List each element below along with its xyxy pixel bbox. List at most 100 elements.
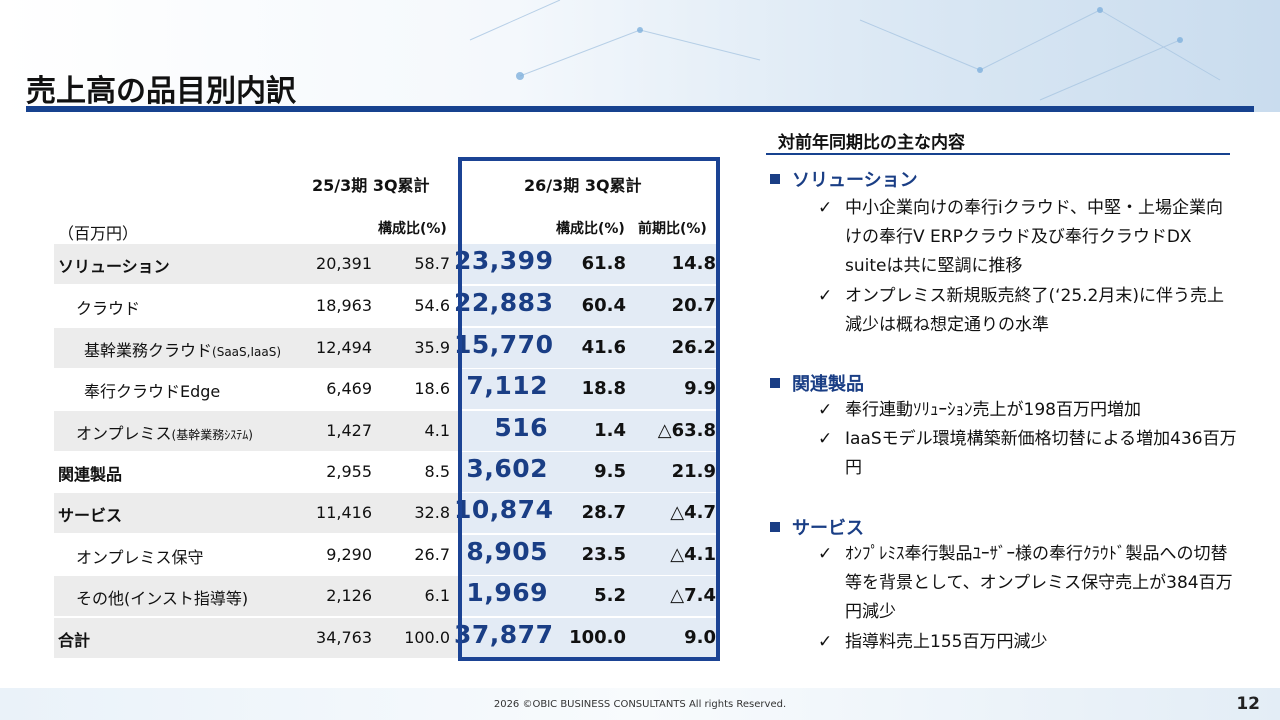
- curr-yoy: 26.2: [671, 337, 716, 358]
- prev-amount: 1,427: [326, 421, 372, 440]
- title-underline: [26, 106, 1254, 112]
- curr-yoy: 9.9: [684, 378, 716, 399]
- table-row-core-cloud: 基幹業務クラウド(SaaS,IaaS) 12,494 35.9 15,770 4…: [54, 328, 718, 368]
- comparison-heading-rule: [766, 153, 1230, 155]
- unit-label: （百万円）: [58, 224, 139, 243]
- prev-ratio: 6.1: [424, 586, 450, 605]
- header-background: [0, 0, 1280, 112]
- highlight-cell: [462, 618, 716, 658]
- section-service-title: サービス: [770, 514, 864, 540]
- table-row-total: 合計 34,763 100.0 37,877 100.0 9.0: [54, 618, 718, 658]
- check-icon: ✓: [818, 632, 833, 652]
- curr-amount: 37,877: [454, 620, 554, 649]
- section-solution-item: ✓ オンプレミス新規販売終了(‘25.2月末)に伴う売上減少は概ね想定通りの水準: [818, 282, 1238, 340]
- row-label-note: (基幹業務ｼｽﾃﾑ): [171, 428, 253, 442]
- prev-amount: 9,290: [326, 545, 372, 564]
- row-label: 合計: [58, 631, 91, 650]
- curr-amount: 23,399: [454, 246, 554, 275]
- section-related-title: 関連製品: [770, 370, 864, 396]
- square-bullet-icon: [770, 378, 780, 388]
- row-label: オンプレミス保守: [76, 548, 204, 567]
- table-row-other: その他(インスト指導等) 2,126 6.1 1,969 5.2 △7.4: [54, 576, 718, 616]
- highlight-cell: [462, 493, 716, 533]
- curr-yoy: △4.7: [670, 502, 716, 523]
- highlight-cell: [462, 535, 716, 575]
- prev-amount: 2,955: [326, 462, 372, 481]
- check-icon: ✓: [818, 286, 833, 306]
- curr-yoy: △7.4: [670, 585, 716, 606]
- curr-ratio: 60.4: [581, 295, 626, 316]
- prev-ratio: 4.1: [424, 421, 450, 440]
- row-label: 奉行クラウドEdge: [84, 382, 221, 401]
- section-solution-title: ソリューション: [770, 166, 918, 192]
- highlight-cell: [462, 576, 716, 616]
- table-row-onpremise-maintenance: オンプレミス保守 9,290 26.7 8,905 23.5 △4.1: [54, 535, 718, 575]
- table-row-cloud: クラウド 18,963 54.6 22,883 60.4 20.7: [54, 286, 718, 326]
- check-icon: ✓: [818, 429, 833, 449]
- row-label: サービス: [58, 506, 123, 525]
- highlight-cell: [462, 452, 716, 492]
- page-number: 12: [1236, 694, 1260, 714]
- prev-period-header: 25/3期 3Q累計: [312, 176, 430, 195]
- prev-ratio: 8.5: [424, 462, 450, 481]
- prev-amount: 11,416: [316, 503, 372, 522]
- row-label: クラウド: [76, 299, 141, 318]
- curr-yoy: △63.8: [657, 420, 716, 441]
- table-row-solution: ソリューション 20,391 58.7 23,399 61.8 14.8: [54, 244, 718, 284]
- section-related-item: ✓ IaaSモデル環境構築新価格切替による増加436百万円: [818, 425, 1238, 483]
- curr-amount: 516: [494, 413, 548, 442]
- page-title: 売上高の品目別内訳: [26, 74, 296, 109]
- curr-ratio: 100.0: [569, 627, 626, 648]
- row-label: その他(インスト指導等): [76, 589, 249, 608]
- curr-amount: 10,874: [454, 495, 554, 524]
- curr-yoy: 14.8: [671, 253, 716, 274]
- highlight-cell: [462, 369, 716, 409]
- table-row-related-products: 関連製品 2,955 8.5 3,602 9.5 21.9: [54, 452, 718, 492]
- curr-ratio: 23.5: [581, 544, 626, 565]
- square-bullet-icon: [770, 174, 780, 184]
- curr-amount: 7,112: [466, 371, 548, 400]
- curr-ratio: 41.6: [581, 337, 626, 358]
- curr-period-header: 26/3期 3Q累計: [524, 176, 642, 195]
- prev-amount: 34,763: [316, 628, 372, 647]
- square-bullet-icon: [770, 522, 780, 532]
- row-label: オンプレミス(基幹業務ｼｽﾃﾑ): [76, 424, 253, 443]
- curr-amount: 1,969: [466, 578, 548, 607]
- curr-yoy: 21.9: [671, 461, 716, 482]
- curr-yoy: 9.0: [684, 627, 716, 648]
- footer-background: [0, 688, 1280, 720]
- prev-ratio: 32.8: [414, 503, 450, 522]
- curr-ratio: 18.8: [581, 378, 626, 399]
- prev-ratio: 26.7: [414, 545, 450, 564]
- curr-amount: 3,602: [466, 454, 548, 483]
- curr-amount: 22,883: [454, 288, 554, 317]
- check-icon: ✓: [818, 544, 833, 564]
- curr-yoy: △4.1: [670, 544, 716, 565]
- curr-ratio-header: 構成比(%): [556, 221, 625, 237]
- curr-ratio: 5.2: [594, 585, 626, 606]
- table-row-edge: 奉行クラウドEdge 6,469 18.6 7,112 18.8 9.9: [54, 369, 718, 409]
- section-service-item: ✓ ｵﾝﾌﾟﾚﾐｽ奉行製品ﾕｰｻﾞｰ様の奉行ｸﾗｳﾄﾞ製品への切替等を背景として、…: [818, 540, 1238, 627]
- section-service-item: ✓ 指導料売上155百万円減少: [818, 628, 1238, 657]
- check-icon: ✓: [818, 198, 833, 218]
- section-related-item: ✓ 奉行連動ｿﾘｭｰｼｮﾝ売上が198百万円増加: [818, 396, 1238, 425]
- copyright-text: 2026 ©OBIC BUSINESS CONSULTANTS All righ…: [493, 699, 787, 710]
- prev-ratio: 58.7: [414, 254, 450, 273]
- prev-ratio: 100.0: [404, 628, 450, 647]
- row-label: 基幹業務クラウド(SaaS,IaaS): [84, 341, 281, 360]
- row-label-note: (SaaS,IaaS): [212, 345, 281, 359]
- prev-ratio: 54.6: [414, 296, 450, 315]
- curr-yoy: 20.7: [671, 295, 716, 316]
- row-label: 関連製品: [58, 465, 123, 484]
- highlight-cell: [462, 411, 716, 451]
- prev-amount: 2,126: [326, 586, 372, 605]
- curr-amount: 15,770: [454, 330, 554, 359]
- table-row-onpremise: オンプレミス(基幹業務ｼｽﾃﾑ) 1,427 4.1 516 1.4 △63.8: [54, 411, 718, 451]
- curr-ratio: 1.4: [594, 420, 626, 441]
- prev-amount: 6,469: [326, 379, 372, 398]
- sales-breakdown-table: 25/3期 3Q累計 26/3期 3Q累計 （百万円） 構成比(%) 構成比(%…: [54, 160, 724, 660]
- table-row-service: サービス 11,416 32.8 10,874 28.7 △4.7: [54, 493, 718, 533]
- highlight-cell: [462, 328, 716, 368]
- network-decoration: [469, 0, 1221, 101]
- curr-ratio: 61.8: [581, 253, 626, 274]
